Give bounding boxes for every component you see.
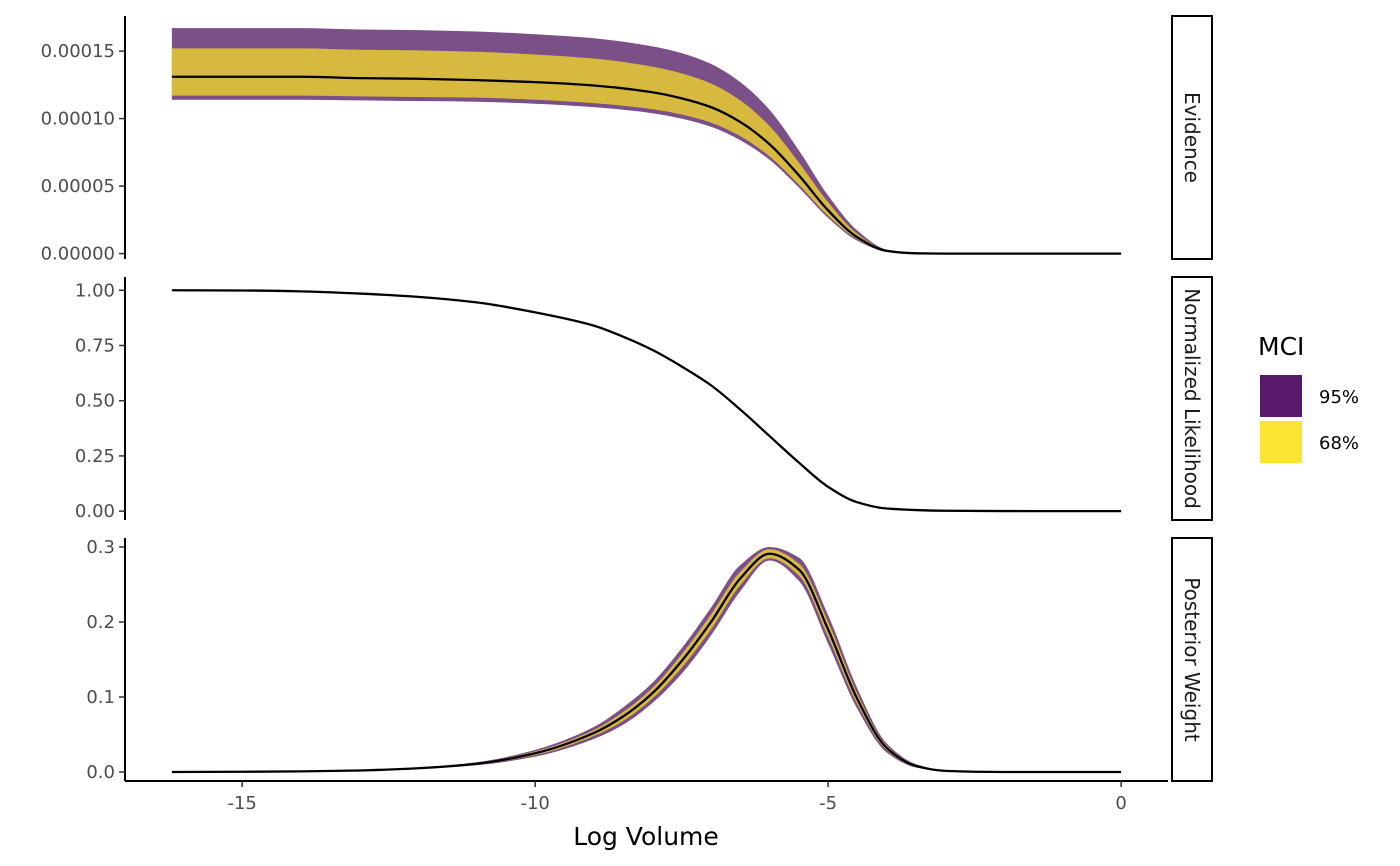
legend-swatch-95 [1260,375,1302,417]
plot-area-posterior-weight [171,547,1122,774]
x-tick-label: -15 [227,793,256,814]
panel-posterior-weight: 0.0 0.1 0.2 0.3 Posterior Weight [86,537,1213,783]
x-tick-label: -10 [520,793,549,814]
y-tick-label-posterior-weight: 0.0 [86,762,115,783]
legend-label-68: 68% [1319,433,1359,454]
line-normalized-likelihood [171,289,1122,513]
legend-label-95: 95% [1319,387,1359,408]
legend: MCI 95% 68% [1258,332,1359,463]
strip-normalized-likelihood [1171,276,1213,521]
x-tick-label: 0 [1115,793,1126,814]
line-evidence [171,75,1122,255]
line-posterior-weight [171,552,1122,774]
y-tick-label-normalized-likelihood: 0.25 [75,446,115,467]
plot-area-normalized-likelihood [171,289,1122,513]
y-tick-label-normalized-likelihood: 0.50 [75,391,115,412]
x-axis-ticks: -15 -10 -5 0 [227,781,1127,814]
panel-normalized-likelihood: 0.00 0.25 0.50 0.75 1.00 Normalized Likelihoo… [75,276,1213,522]
y-tick-label-normalized-likelihood: 0.00 [75,501,115,522]
y-tick-label-evidence: 0.00010 [41,109,115,130]
y-tick-label-normalized-likelihood: 0.75 [75,335,115,356]
band-95-posterior-weight [171,547,1122,772]
y-tick-label-evidence: 0.00015 [41,41,115,62]
legend-title: MCI [1258,332,1304,361]
strip-label-normalized-likelihood: Normalized Likelihood [1180,288,1204,509]
band-68-posterior-weight [171,549,1122,772]
x-axis: -15 -10 -5 0 Log Volume [125,780,1168,851]
strip-label-posterior-weight: Posterior Weight [1180,577,1204,742]
panels: 0.000000.000050.000100.00015Evidence0.00… [41,15,1213,783]
strip-evidence [1171,15,1213,260]
strip-posterior-weight [1171,537,1213,782]
y-tick-label-posterior-weight: 0.3 [86,537,115,558]
strip-label-evidence: Evidence [1180,92,1204,183]
x-tick-label: -5 [819,793,837,814]
band-68-evidence [171,48,1122,254]
x-axis-title: Log Volume [573,822,719,851]
y-tick-label-posterior-weight: 0.2 [86,612,115,633]
y-tick-label-posterior-weight: 0.1 [86,687,115,708]
y-tick-label-normalized-likelihood: 1.00 [75,280,115,301]
y-tick-label-evidence: 0.00000 [41,244,115,265]
y-tick-label-evidence: 0.00005 [41,176,115,197]
legend-swatch-68 [1260,421,1302,463]
panel-evidence: 0.00000 0.00005 0.00010 0.00015 Evidence [41,15,1213,265]
plot-area-evidence [171,28,1122,255]
